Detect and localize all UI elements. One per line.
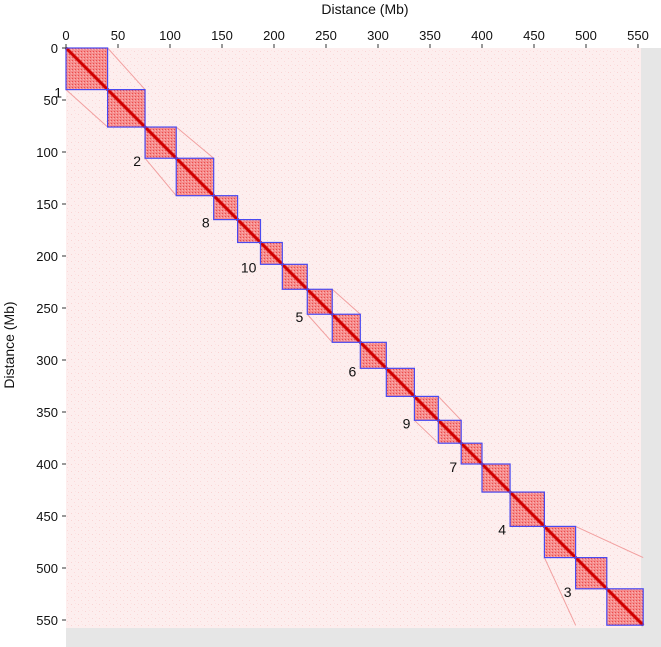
- y-tick-label: 550: [36, 613, 58, 628]
- y-tick-label: 150: [36, 197, 58, 212]
- chromosome-box: [385, 367, 416, 398]
- block-diagonal: [306, 288, 334, 316]
- off-diagonal-stripe: [306, 313, 333, 343]
- block-diagonal: [359, 341, 388, 370]
- block-diagonal: [480, 462, 512, 494]
- block-diagonal: [106, 88, 147, 129]
- chromosome-box: [543, 525, 577, 559]
- off-diagonal-stripe: [175, 126, 215, 159]
- x-tick-label: 0: [62, 28, 69, 43]
- x-axis-title: Distance (Mb): [321, 1, 408, 17]
- chromosome-blocks: 1 2 8 10 5 6 9 7 4 3: [54, 46, 645, 627]
- block-diagonal: [236, 218, 262, 244]
- block-diagonal: [460, 442, 484, 466]
- chromosome-box: [574, 556, 608, 590]
- x-tick-label: 450: [523, 28, 545, 43]
- y-tick-label: 200: [36, 249, 58, 264]
- block-diagonal: [385, 367, 416, 398]
- block-diagonal: [331, 313, 362, 344]
- x-tick-label: 550: [627, 28, 649, 43]
- x-tick-label: 500: [575, 28, 597, 43]
- x-tick-label: 300: [367, 28, 389, 43]
- block-diagonal: [259, 241, 284, 266]
- y-tick-label: 400: [36, 457, 58, 472]
- y-tick-label: 250: [36, 301, 58, 316]
- chromosome-label: 8: [202, 215, 210, 231]
- y-tick-label: 450: [36, 509, 58, 524]
- chromosome-label: 1: [54, 85, 62, 101]
- off-diagonal-stripe: [437, 396, 462, 421]
- bottom-margin-strip: [66, 628, 641, 647]
- chromosome-box: [106, 88, 146, 128]
- block-diagonal: [143, 125, 178, 160]
- off-diagonal-stripe: [331, 288, 361, 315]
- y-tick-label: 350: [36, 405, 58, 420]
- x-tick-label: 250: [315, 28, 337, 43]
- chromosome-box: [259, 241, 283, 265]
- block-diagonal: [64, 46, 109, 91]
- chromosome-label: 10: [241, 259, 257, 275]
- y-axis-title: Distance (Mb): [1, 301, 17, 388]
- block-diagonal: [437, 419, 463, 445]
- chromosome-label: 6: [349, 363, 357, 379]
- chromosome-box: [237, 219, 262, 244]
- chromosome-box: [606, 588, 644, 626]
- off-diagonal-stripe: [414, 419, 439, 444]
- chromosome-label: 4: [498, 521, 506, 537]
- chromosome-box: [413, 395, 439, 421]
- block-diagonal: [509, 491, 546, 528]
- chromosome-box: [65, 47, 109, 91]
- block-diagonal: [543, 525, 577, 559]
- chromosome-box: [437, 419, 462, 444]
- chromosome-label: 3: [564, 584, 572, 600]
- block-diagonal: [175, 157, 215, 197]
- x-tick-label: 350: [419, 28, 441, 43]
- block-diagonal: [605, 587, 645, 627]
- x-tick-label: 150: [211, 28, 233, 43]
- chromosome-label: 7: [449, 459, 457, 475]
- off-diagonal-stripe: [65, 89, 108, 128]
- chromosome-box: [144, 126, 177, 159]
- y-tick-label: 100: [36, 145, 58, 160]
- block-diagonal: [574, 556, 608, 590]
- chromosome-label: 9: [403, 415, 411, 431]
- chromosome-box: [213, 195, 239, 221]
- chromosome-label: 5: [295, 309, 303, 325]
- off-diagonal-stripe: [144, 157, 177, 197]
- chromosome-box: [175, 157, 215, 197]
- chromosome-label: 2: [133, 153, 141, 169]
- y-tick-label: 0: [51, 41, 58, 56]
- chromosome-box: [481, 463, 511, 493]
- chromosome-box: [509, 491, 545, 527]
- chromosome-box: [281, 263, 308, 290]
- y-tick-label: 300: [36, 353, 58, 368]
- y-tick-label: 500: [36, 561, 58, 576]
- x-axis: 0 50 100 150 200 250 300 350 400 450 500 550: [62, 28, 649, 48]
- chromosome-box: [359, 341, 387, 369]
- off-diagonal-stripe: [575, 525, 644, 559]
- block-diagonal: [413, 395, 440, 422]
- chromosome-box: [306, 288, 333, 315]
- x-tick-label: 200: [263, 28, 285, 43]
- y-tick-label: 50: [44, 93, 58, 108]
- off-diagonal-stripe: [107, 47, 146, 90]
- y-axis: 0 50 100 150 200 250 300 350 400 450 500 550: [36, 41, 66, 628]
- right-margin-strip: [641, 48, 661, 647]
- block-diagonal: [281, 263, 309, 291]
- chromosome-box: [460, 442, 483, 465]
- x-tick-label: 400: [471, 28, 493, 43]
- x-tick-label: 50: [111, 28, 125, 43]
- off-diagonal-stripe: [543, 557, 577, 626]
- x-tick-label: 100: [159, 28, 181, 43]
- chromosome-box: [331, 313, 361, 343]
- block-diagonal: [212, 194, 239, 221]
